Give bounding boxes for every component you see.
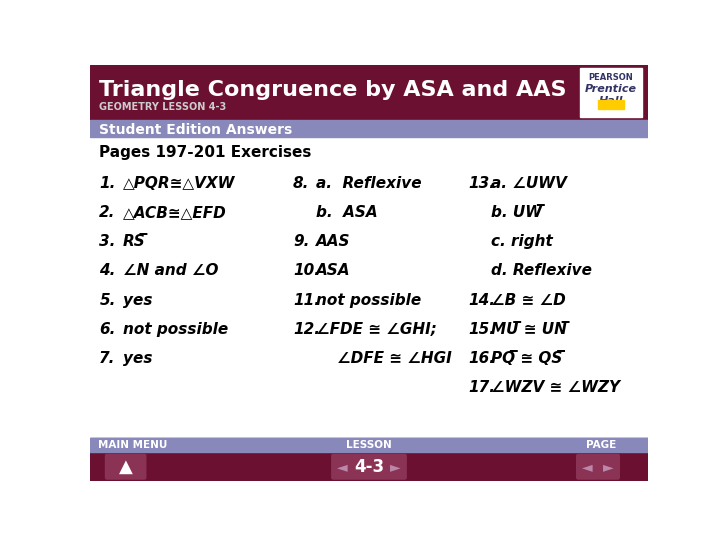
Text: 10.: 10. bbox=[293, 264, 320, 279]
Text: GEOMETRY LESSON 4-3: GEOMETRY LESSON 4-3 bbox=[99, 102, 227, 112]
Text: b.  ASA: b. ASA bbox=[316, 205, 378, 220]
Bar bbox=[90, 120, 648, 137]
Text: a. ∠UWV: a. ∠UWV bbox=[492, 176, 567, 191]
Bar bbox=[90, 438, 648, 452]
Text: 9.: 9. bbox=[293, 234, 310, 249]
Text: 2.: 2. bbox=[99, 205, 116, 220]
Text: PQ̅ ≅ QS̅: PQ̅ ≅ QS̅ bbox=[492, 351, 563, 366]
Text: ◄: ◄ bbox=[582, 460, 593, 474]
FancyBboxPatch shape bbox=[384, 455, 406, 479]
Text: Triangle Congruence by ASA and AAS: Triangle Congruence by ASA and AAS bbox=[99, 80, 567, 100]
Text: 11.: 11. bbox=[293, 293, 320, 308]
Text: 4-3: 4-3 bbox=[354, 458, 384, 476]
Text: LESSON: LESSON bbox=[346, 440, 392, 450]
Text: 6.: 6. bbox=[99, 322, 116, 337]
Text: ASA: ASA bbox=[316, 264, 351, 279]
Text: ∠B ≅ ∠D: ∠B ≅ ∠D bbox=[492, 293, 566, 308]
Bar bbox=[598, 100, 624, 110]
Text: 15.: 15. bbox=[468, 322, 495, 337]
Text: PAGE: PAGE bbox=[586, 440, 616, 450]
Text: 12.: 12. bbox=[293, 322, 320, 337]
Text: Prentice: Prentice bbox=[585, 84, 636, 94]
Text: c. right: c. right bbox=[492, 234, 553, 249]
Text: RS̅: RS̅ bbox=[122, 234, 145, 249]
Text: ►: ► bbox=[603, 460, 613, 474]
Text: 4.: 4. bbox=[99, 264, 116, 279]
FancyBboxPatch shape bbox=[577, 455, 598, 479]
Text: △ACB≅△EFD: △ACB≅△EFD bbox=[122, 205, 226, 220]
Text: ∠FDE ≅ ∠GHI;: ∠FDE ≅ ∠GHI; bbox=[316, 322, 437, 337]
Text: yes: yes bbox=[122, 293, 152, 308]
Text: d. Reflexive: d. Reflexive bbox=[492, 264, 593, 279]
Text: MU̅ ≅ UN̅: MU̅ ≅ UN̅ bbox=[492, 322, 567, 337]
Text: ∠N and ∠O: ∠N and ∠O bbox=[122, 264, 218, 279]
Text: a.  Reflexive: a. Reflexive bbox=[316, 176, 422, 191]
Text: not possible: not possible bbox=[122, 322, 228, 337]
Text: 7.: 7. bbox=[99, 351, 116, 366]
FancyBboxPatch shape bbox=[598, 455, 619, 479]
Text: ∠DFE ≅ ∠HGI: ∠DFE ≅ ∠HGI bbox=[316, 351, 452, 366]
Bar bbox=[580, 68, 642, 117]
Text: not possible: not possible bbox=[316, 293, 421, 308]
Text: 1.: 1. bbox=[99, 176, 116, 191]
Text: 5.: 5. bbox=[99, 293, 116, 308]
Text: MAIN MENU: MAIN MENU bbox=[98, 440, 167, 450]
Bar bbox=[90, 65, 648, 120]
Text: ►: ► bbox=[390, 460, 400, 474]
FancyBboxPatch shape bbox=[332, 455, 354, 479]
Text: ◄: ◄ bbox=[338, 460, 348, 474]
Text: ∠WZV ≅ ∠WZY: ∠WZV ≅ ∠WZY bbox=[492, 381, 621, 395]
FancyBboxPatch shape bbox=[106, 455, 145, 479]
Text: Pages 197-201 Exercises: Pages 197-201 Exercises bbox=[99, 145, 312, 160]
Text: Hall: Hall bbox=[598, 96, 623, 106]
Text: 17.: 17. bbox=[468, 381, 495, 395]
Text: 3.: 3. bbox=[99, 234, 116, 249]
Text: 16.: 16. bbox=[468, 351, 495, 366]
Text: ▲: ▲ bbox=[119, 458, 132, 476]
FancyBboxPatch shape bbox=[352, 455, 386, 479]
Text: b. UW̅: b. UW̅ bbox=[492, 205, 543, 220]
Text: 14.: 14. bbox=[468, 293, 495, 308]
Text: △PQR≅△VXW: △PQR≅△VXW bbox=[122, 176, 235, 191]
Text: yes: yes bbox=[122, 351, 152, 366]
Bar bbox=[90, 438, 648, 481]
Text: 13.: 13. bbox=[468, 176, 495, 191]
Text: 8.: 8. bbox=[293, 176, 310, 191]
Text: AAS: AAS bbox=[316, 234, 351, 249]
Text: Student Edition Answers: Student Edition Answers bbox=[99, 123, 292, 137]
Text: PEARSON: PEARSON bbox=[588, 72, 633, 82]
